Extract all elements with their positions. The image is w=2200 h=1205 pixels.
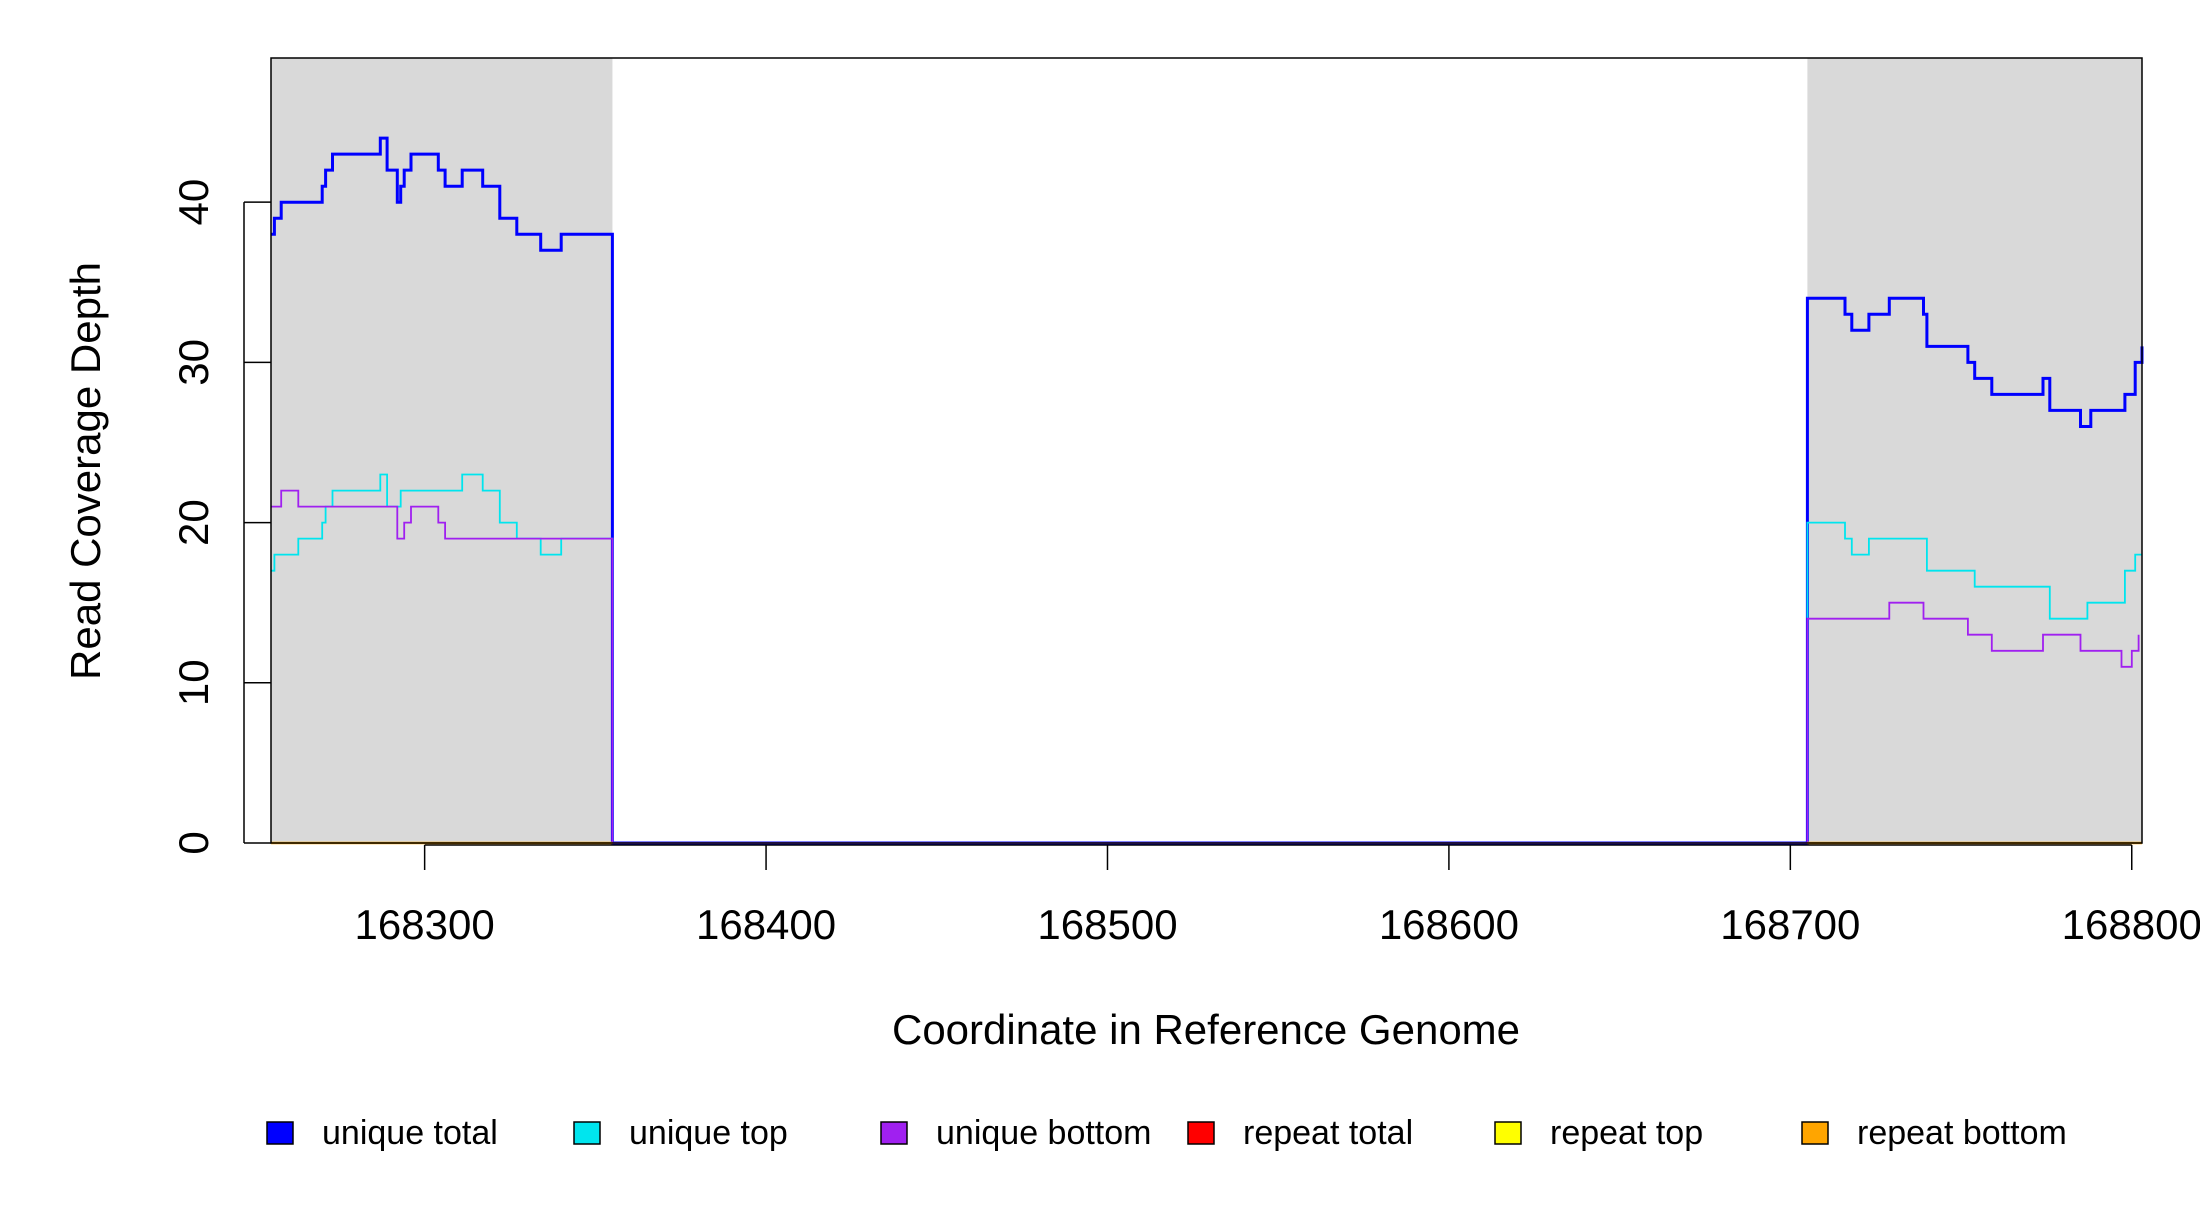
legend: unique total unique top unique bottom repea…: [266, 1114, 2067, 1152]
series-line-unique-total: [271, 136, 2144, 845]
y-axis-label: Read Coverage Depth: [62, 262, 109, 680]
legend-label-unique-total: unique total: [322, 1114, 498, 1152]
shaded-region-1: [271, 58, 613, 843]
x-tick-label-168400: 168400: [696, 901, 836, 948]
y-tick-label-20: 20: [170, 499, 217, 546]
legend-swatch-unique-total: [266, 1121, 294, 1145]
series-line-unique-bottom: [271, 489, 2140, 844]
legend-label-repeat-total: repeat total: [1243, 1114, 1413, 1152]
x-tick-label-168700: 168700: [1720, 901, 1860, 948]
x-axis: 168300 168400 168500 168600 168700 168800: [355, 844, 2200, 948]
plot-frame: [270, 57, 2143, 844]
x-tick-label-168800: 168800: [2062, 901, 2200, 948]
legend-label-repeat-top: repeat top: [1550, 1114, 1703, 1152]
legend-label-repeat-bottom: repeat bottom: [1857, 1114, 2067, 1152]
shaded-regions: [271, 58, 2142, 843]
legend-label-unique-top: unique top: [629, 1114, 788, 1152]
legend-swatch-repeat-total: [1187, 1121, 1215, 1145]
y-tick-label-0: 0: [170, 831, 217, 854]
shaded-region-2: [1807, 58, 2142, 843]
legend-label-unique-bottom: unique bottom: [936, 1114, 1152, 1152]
x-tick-label-168500: 168500: [1037, 901, 1177, 948]
legend-swatch-repeat-bottom: [1801, 1121, 1829, 1145]
y-tick-label-30: 30: [170, 339, 217, 386]
y-axis: 0 10 20 30 40: [170, 179, 271, 855]
x-tick-label-168300: 168300: [355, 901, 495, 948]
y-tick-label-40: 40: [170, 179, 217, 226]
legend-swatch-unique-top: [573, 1121, 601, 1145]
x-tick-label-168600: 168600: [1379, 901, 1519, 948]
y-tick-label-10: 10: [170, 659, 217, 706]
x-axis-label: Coordinate in Reference Genome: [892, 1006, 1520, 1053]
legend-swatch-repeat-top: [1494, 1121, 1522, 1145]
legend-swatch-unique-bottom: [880, 1121, 908, 1145]
